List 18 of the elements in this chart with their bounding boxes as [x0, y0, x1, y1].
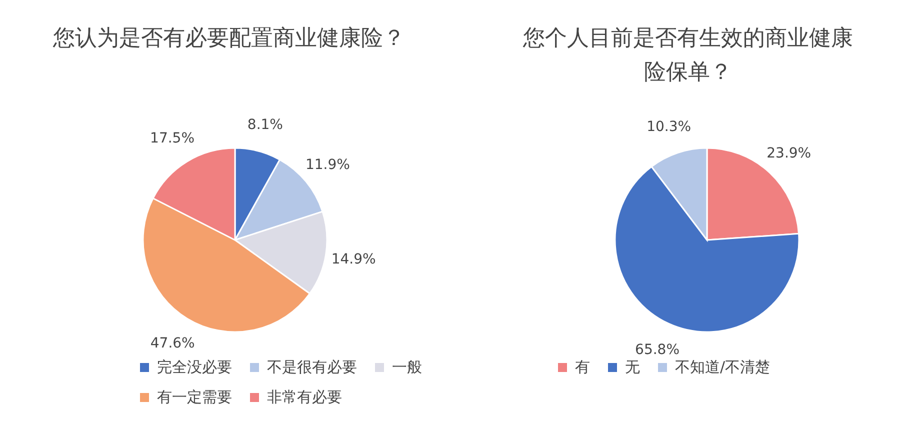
- data-label: 14.9%: [331, 251, 376, 268]
- legend-label: 有: [575, 357, 590, 378]
- data-label: 10.3%: [646, 119, 692, 136]
- chart-title: 您个人目前是否有生效的商业健康险保单？: [522, 25, 854, 87]
- legend-label: 非常有必要: [267, 387, 342, 408]
- legend-label: 一般: [392, 357, 422, 378]
- legend-label: 不知道/不清楚: [675, 357, 770, 378]
- data-label: 47.6%: [150, 336, 195, 352]
- legend-label: 有一定需要: [157, 387, 232, 408]
- data-label: 65.8%: [635, 342, 680, 358]
- data-label: 8.1%: [247, 116, 283, 133]
- data-label: 17.5%: [150, 130, 195, 147]
- chart-title: 您认为是否有必要配置商业健康险？: [52, 25, 406, 53]
- legend-label: 不是很有必要: [267, 357, 357, 378]
- legend-label: 完全没必要: [157, 357, 232, 378]
- data-label: 23.9%: [766, 145, 812, 162]
- data-label: 11.9%: [305, 156, 350, 173]
- legend-label: 无: [625, 357, 640, 378]
